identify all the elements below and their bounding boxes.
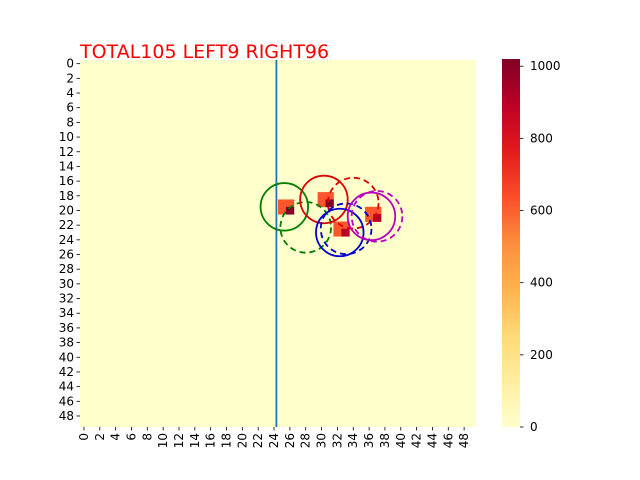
x-tick-label: 46 xyxy=(441,433,455,448)
heatmap-cell xyxy=(333,228,342,237)
heatmap-background-rect xyxy=(80,60,476,427)
x-tick-label: 20 xyxy=(235,433,249,448)
x-tick-label: 34 xyxy=(346,433,360,448)
heatmap-cell xyxy=(325,192,334,200)
dashed-circle-marker xyxy=(279,201,332,254)
heatmap-cell xyxy=(333,221,342,230)
heatmap-cells xyxy=(278,192,382,237)
dashed-circle-marker xyxy=(326,176,380,230)
x-tick-label: 42 xyxy=(410,433,424,448)
x-axis: 0 2 4 6 8 10 12 14 16 18 20 22 24 26 28 30 32 34 36 38 40 42 4… xyxy=(77,427,471,448)
x-tick-label: 44 xyxy=(425,433,439,448)
solid-circle-marker xyxy=(259,182,309,232)
solid-circle-marker xyxy=(346,191,397,242)
x-tick-label: 36 xyxy=(362,433,376,448)
heatmap-cell xyxy=(365,214,374,222)
y-tick-label: 38 xyxy=(59,336,74,350)
x-tick-label: 48 xyxy=(457,433,471,448)
y-tick-label: 12 xyxy=(59,145,74,159)
colorbar-tick-label: 1000 xyxy=(530,59,561,73)
y-tick-label: 36 xyxy=(59,321,74,335)
dashed-circle-marker xyxy=(319,202,373,256)
y-tick-label: 14 xyxy=(59,159,74,173)
colorbar-tick-label: 200 xyxy=(530,348,553,362)
heatmap-cell xyxy=(373,206,382,215)
y-tick-label: 20 xyxy=(59,203,74,217)
x-tick-label: 32 xyxy=(330,433,344,448)
heatmap-cell xyxy=(341,228,350,237)
heatmap-cell xyxy=(365,206,374,215)
x-tick-label: 30 xyxy=(315,433,329,448)
y-tick-label: 8 xyxy=(66,115,74,129)
colorbar-tick-label: 0 xyxy=(530,420,538,434)
heatmap-cell xyxy=(285,206,295,215)
x-tick-label: 0 xyxy=(77,433,91,441)
x-tick-label: 38 xyxy=(378,433,392,448)
y-tick-label: 30 xyxy=(59,277,74,291)
solid-circle-marker xyxy=(315,207,365,258)
heatmap-cell xyxy=(278,199,287,208)
x-tick-label: 2 xyxy=(93,433,107,441)
overlay-markers xyxy=(259,60,404,427)
y-tick-label: 24 xyxy=(59,233,74,247)
colorbar: 0 200 400 600 800 1000 xyxy=(502,59,561,434)
y-tick-label: 2 xyxy=(66,71,74,85)
x-tick-label: 6 xyxy=(124,433,138,441)
y-tick-label: 44 xyxy=(59,380,74,394)
y-tick-label: 40 xyxy=(59,350,74,364)
y-tick-label: 6 xyxy=(66,101,74,115)
heatmap-cell xyxy=(373,214,382,222)
y-tick-label: 48 xyxy=(59,409,74,423)
x-tick-label: 28 xyxy=(299,433,313,448)
colorbar-tick-label: 400 xyxy=(530,276,553,290)
y-tick-label: 28 xyxy=(59,262,74,276)
y-tick-label: 18 xyxy=(59,189,74,203)
solid-circle-marker xyxy=(299,174,349,225)
x-tick-label: 12 xyxy=(172,433,186,448)
x-tick-label: 10 xyxy=(156,433,170,448)
y-tick-label: 4 xyxy=(66,86,74,100)
heatmap-cell xyxy=(285,199,295,208)
x-tick-label: 26 xyxy=(283,433,297,448)
heatmap-background xyxy=(80,60,476,427)
x-tick-label: 24 xyxy=(267,433,281,448)
x-tick-label: 14 xyxy=(188,433,202,448)
dashed-circle-marker xyxy=(350,190,404,243)
y-tick-label: 32 xyxy=(59,292,74,306)
colorbar-tick-label: 800 xyxy=(530,131,553,145)
colorbar-tick-label: 600 xyxy=(530,204,553,218)
y-tick-label: 22 xyxy=(59,218,74,232)
y-tick-label: 34 xyxy=(59,306,74,320)
heatmap-cell xyxy=(341,221,350,230)
heatmap-cell xyxy=(325,199,334,208)
y-tick-label: 16 xyxy=(59,174,74,188)
x-tick-label: 16 xyxy=(204,433,218,448)
y-tick-label: 10 xyxy=(59,130,74,144)
colorbar-gradient xyxy=(502,59,520,427)
x-tick-label: 40 xyxy=(394,433,408,448)
heatmap-cell xyxy=(317,192,326,200)
y-tick-label: 0 xyxy=(66,57,74,71)
x-tick-label: 18 xyxy=(220,433,234,448)
x-tick-label: 4 xyxy=(109,433,123,441)
chart-title: TOTAL105 LEFT9 RIGHT96 xyxy=(79,41,329,63)
x-tick-label: 22 xyxy=(251,433,265,448)
heatmap-cell xyxy=(317,199,326,208)
y-tick-label: 42 xyxy=(59,365,74,379)
heatmap-cell xyxy=(278,206,287,215)
x-tick-label: 8 xyxy=(140,433,154,441)
y-tick-label: 46 xyxy=(59,394,74,408)
y-axis: 0246810121416182022242628303234363840424… xyxy=(59,57,80,423)
y-tick-label: 26 xyxy=(59,248,74,262)
